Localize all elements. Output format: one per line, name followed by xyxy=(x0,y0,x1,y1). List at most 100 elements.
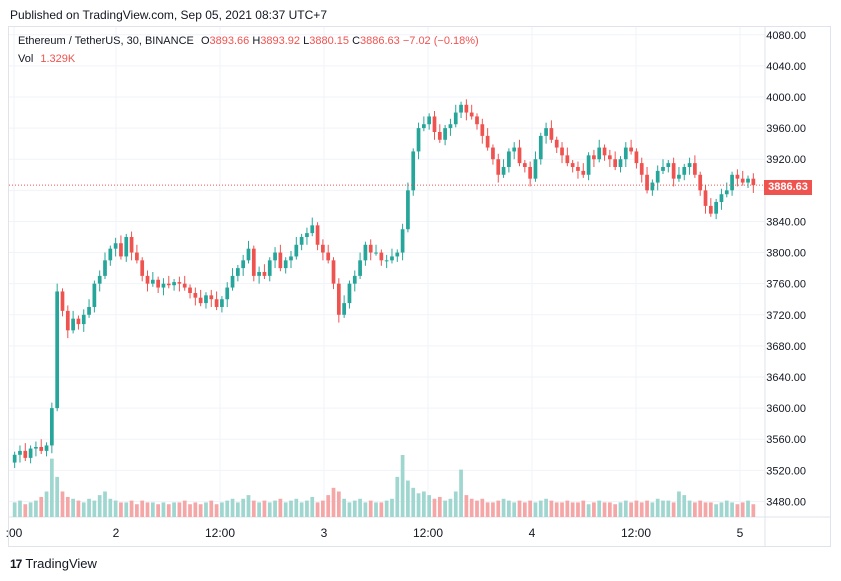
volume-bar xyxy=(368,500,373,517)
candle-body xyxy=(634,151,639,164)
candle-body xyxy=(661,167,665,171)
candle-body xyxy=(730,174,734,191)
volume-bar xyxy=(331,487,336,517)
volume-bar xyxy=(581,500,586,517)
x-tick-label: 4 xyxy=(529,526,536,540)
volume-bar xyxy=(698,500,703,517)
high-label: H xyxy=(252,35,261,47)
candle-body xyxy=(607,155,612,160)
volume-bar xyxy=(549,500,554,517)
candle-body xyxy=(735,174,740,179)
candle-body xyxy=(565,155,570,164)
volume-bar xyxy=(703,502,708,517)
volume-bar xyxy=(565,500,570,517)
volume-bar xyxy=(18,500,22,517)
volume-bar xyxy=(576,502,580,517)
candle-body xyxy=(113,243,118,249)
candle-body xyxy=(650,182,655,191)
volume-bar xyxy=(310,496,315,517)
volume-bar xyxy=(693,502,697,517)
candle-body xyxy=(448,124,453,129)
y-tick-label: 3520.00 xyxy=(766,465,806,477)
candle-body xyxy=(629,147,633,152)
volume-bar xyxy=(108,498,113,517)
volume-bar xyxy=(607,502,612,517)
candle-body xyxy=(719,194,724,202)
volume-bar xyxy=(379,502,384,517)
close-label: C xyxy=(352,35,361,47)
y-tick-label: 3760.00 xyxy=(766,279,806,291)
volume-bar xyxy=(677,491,681,517)
volume-bar xyxy=(161,502,166,517)
candle-body xyxy=(315,225,320,245)
volume-bar xyxy=(400,455,405,517)
volume-bar xyxy=(251,500,256,517)
volume-bar xyxy=(283,502,288,517)
volume-bar xyxy=(390,498,394,517)
y-tick-label: 3560.00 xyxy=(766,434,806,446)
candle-body xyxy=(140,260,145,276)
y-tick-label: 3640.00 xyxy=(766,372,806,384)
candle-body xyxy=(71,318,75,331)
candle-body xyxy=(623,147,628,160)
volume-bar xyxy=(81,502,86,517)
candle-body xyxy=(299,237,304,245)
candle-body xyxy=(305,233,309,237)
volume-bar xyxy=(150,502,155,517)
candle-body xyxy=(188,287,192,293)
volume-bar xyxy=(103,491,107,517)
candle-body xyxy=(352,275,357,284)
volume-bar xyxy=(746,500,750,517)
volume-bar xyxy=(650,502,655,517)
candle-body xyxy=(671,163,676,179)
candle-body xyxy=(368,244,373,253)
volume-bar xyxy=(448,498,453,517)
x-tick-label: 12:00 xyxy=(413,526,443,540)
volume-bar xyxy=(432,498,437,517)
volume-bar xyxy=(246,495,251,517)
candle-body xyxy=(241,260,246,269)
volume-bar xyxy=(198,504,203,517)
candle-body xyxy=(740,178,745,183)
volume-bar xyxy=(363,502,368,517)
volume-bar xyxy=(156,504,161,517)
candle-body xyxy=(358,260,362,276)
candle-body xyxy=(23,450,28,458)
volume-bar xyxy=(634,500,639,517)
volume-bar xyxy=(34,500,38,517)
volume-bar xyxy=(182,500,187,517)
candle-body xyxy=(49,408,54,446)
candle-body xyxy=(496,159,501,175)
volume-bar xyxy=(39,496,44,517)
published-caption: Published on TradingView.com, Sep 05, 20… xyxy=(10,8,327,22)
candle-body xyxy=(437,132,442,140)
candle-body xyxy=(34,447,38,449)
candle-body xyxy=(411,151,416,191)
volume-bar xyxy=(278,498,283,517)
volume-bar xyxy=(55,476,60,517)
volume-bar xyxy=(538,500,543,517)
volume-bar xyxy=(522,502,527,517)
volume-bar xyxy=(724,500,729,517)
volume-bar xyxy=(586,504,591,517)
volume-bar xyxy=(172,502,176,517)
volume-bar xyxy=(321,500,325,517)
candle-body xyxy=(560,147,564,156)
volume-bar xyxy=(469,498,474,517)
close-value: 3886.63 xyxy=(360,35,400,47)
volume-bar xyxy=(188,504,192,517)
volume-bar xyxy=(719,502,724,517)
volume-bar xyxy=(119,502,123,517)
volume-bar xyxy=(453,491,458,517)
candle-body xyxy=(544,128,548,136)
volume-bar xyxy=(437,496,442,517)
volume-bar xyxy=(352,500,357,517)
candle-body xyxy=(273,252,277,261)
volume-value: 1.329K xyxy=(40,53,76,65)
volume-legend: Vol 1.329K xyxy=(18,53,75,65)
chart-frame[interactable] xyxy=(8,26,831,547)
candle-body xyxy=(491,147,495,160)
y-tick-label: 3720.00 xyxy=(766,310,806,322)
open-label: O xyxy=(200,35,210,47)
